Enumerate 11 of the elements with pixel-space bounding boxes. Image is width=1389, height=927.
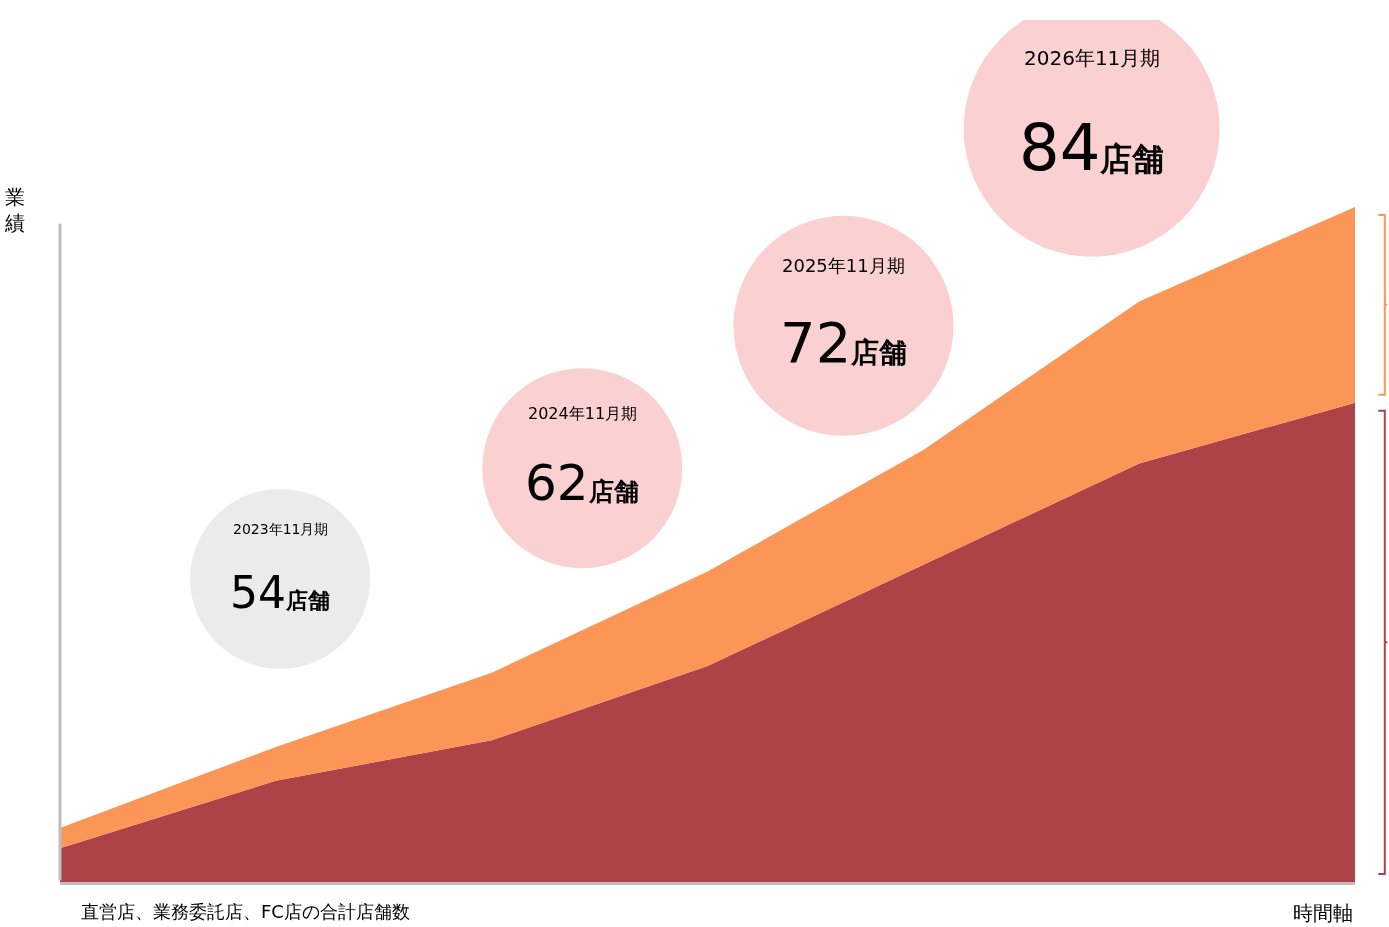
annotation: 2023年11月期 <box>233 521 329 537</box>
annotation: 2025年11月期 <box>782 255 905 276</box>
annotation: 54店舗 <box>230 567 330 618</box>
y-axis-title: 業績 <box>4 185 25 235</box>
x-axis-title: 時間軸 <box>1293 901 1353 925</box>
text: 直営店、業務委託店、FC店の合計店舗数 <box>81 901 410 922</box>
annotation: 62店舗 <box>525 454 639 512</box>
text: 2026年11月期 <box>1024 46 1161 70</box>
annotation: 2024年11月期 <box>528 404 638 423</box>
annotation: 72店舗 <box>780 310 908 375</box>
text: 84店舗 <box>1019 111 1165 185</box>
